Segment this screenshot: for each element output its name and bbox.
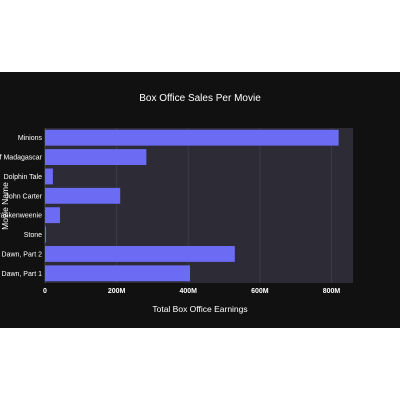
bar[interactable] — [45, 187, 121, 204]
x-tick-label: 600M — [251, 288, 269, 295]
y-tick-label: Minions — [18, 135, 43, 142]
y-axis-title: Movie Name — [0, 182, 10, 230]
bars — [45, 129, 339, 282]
y-tick-label: The Twilight Saga: Breaking Dawn, Part 2 — [0, 251, 42, 258]
x-tick-label: 0 — [43, 288, 47, 295]
x-tick-label: 800M — [323, 288, 341, 295]
chart-container: Box Office Sales Per Movie Minions Pengui… — [0, 72, 400, 328]
x-axis-title: Total Box Office Earnings — [152, 304, 247, 314]
bar[interactable] — [45, 245, 235, 262]
bar[interactable] — [45, 149, 147, 166]
bar-chart: Box Office Sales Per Movie Minions Pengui… — [0, 93, 353, 314]
y-tick-label: Stone — [24, 232, 42, 239]
y-tick-label: Dolphin Tale — [4, 174, 43, 181]
bar[interactable] — [45, 265, 191, 282]
y-tick-label: Penguins of Madagascar — [0, 155, 43, 162]
x-tick-labels: 0 200M 400M 600M 800M — [43, 288, 340, 295]
y-tick-label: The Twilight Saga: Breaking Dawn, Part 1 — [0, 271, 42, 278]
y-tick-label: Frankenweenie — [0, 213, 42, 220]
chart-title: Box Office Sales Per Movie — [139, 93, 261, 104]
y-tick-label: John Carter — [5, 193, 42, 200]
bar[interactable] — [45, 168, 53, 185]
x-tick-label: 200M — [108, 288, 126, 295]
bar[interactable] — [45, 226, 46, 243]
bar[interactable] — [45, 207, 61, 224]
y-tick-labels: Minions Penguins of Madagascar Dolphin Tal… — [0, 135, 43, 278]
bar[interactable] — [45, 129, 339, 146]
x-tick-label: 400M — [179, 288, 197, 295]
